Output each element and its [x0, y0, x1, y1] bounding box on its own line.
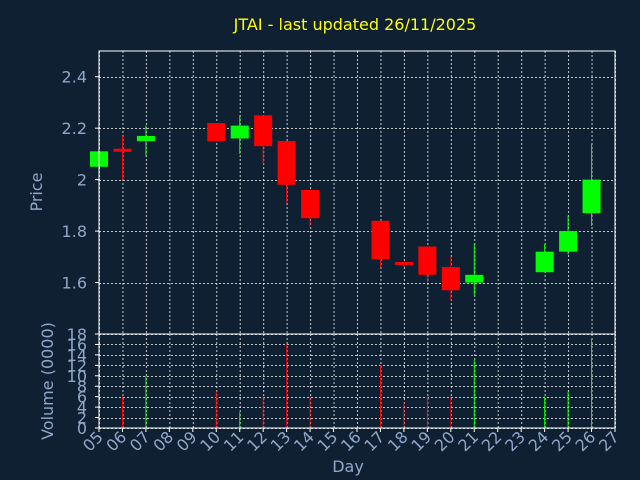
candle-body	[136, 135, 155, 142]
price-tick-label: 2.4	[62, 68, 87, 87]
candle-body	[465, 274, 484, 283]
price-y-ticks: 1.6 1.8 2 2.2 2.4	[62, 68, 99, 293]
volume-tick-label: 6	[77, 388, 87, 407]
x-axis-label: Day	[332, 457, 364, 476]
candle-body	[535, 251, 554, 273]
volume-tick-label: 18	[67, 325, 87, 344]
candle-body	[254, 115, 273, 147]
volume-tick-label: 14	[67, 346, 87, 365]
price-axis-label: Price	[27, 172, 46, 211]
volume-tick-label: 16	[67, 335, 87, 354]
volume-tick-label: 12	[67, 356, 87, 375]
candle-body	[277, 141, 296, 185]
candle-body	[230, 125, 249, 139]
price-tick-label: 2	[77, 171, 87, 190]
price-tick-label: 1.6	[62, 274, 87, 293]
candle-body	[582, 179, 601, 214]
volume-tick-label: 8	[77, 377, 87, 396]
candle-body	[301, 189, 320, 219]
volume-axis-label: Volume (0000)	[38, 322, 57, 440]
price-gridlines	[99, 51, 616, 334]
volume-panel-frame	[98, 333, 616, 429]
volume-tick-label: 2	[77, 409, 87, 428]
candle-body	[394, 261, 413, 265]
volume-tick-label: 10	[67, 367, 87, 386]
price-candles	[90, 115, 601, 301]
x-ticks: 0506070809101112131415161718192021222324…	[79, 427, 623, 455]
volume-tick-label: 0	[77, 419, 87, 438]
price-tick-label: 1.8	[62, 222, 87, 241]
candle-body	[559, 231, 578, 252]
candle-body	[441, 267, 460, 291]
volume-gridlines	[99, 334, 616, 429]
volume-tick-label: 4	[77, 398, 87, 417]
price-tick-label: 2.2	[62, 119, 87, 138]
candle-body	[418, 246, 437, 275]
candle-body	[207, 123, 226, 142]
x-tick-label: 27	[595, 427, 623, 455]
candle-body	[113, 148, 132, 152]
candle-body	[371, 220, 390, 260]
chart-title: JTAI - last updated 26/11/2025	[233, 15, 477, 34]
volume-bars	[98, 339, 593, 428]
